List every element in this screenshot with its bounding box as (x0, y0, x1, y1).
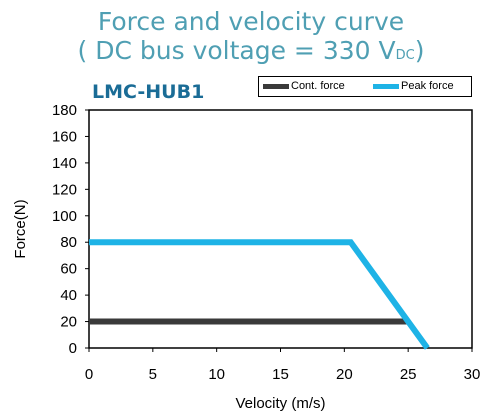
legend-item-cont-force: Cont. force (263, 80, 345, 92)
legend-item-peak-force: Peak force (373, 80, 454, 92)
chart-title: Force and velocity curve (97, 7, 405, 36)
subtitle-suffix: ) (414, 36, 425, 65)
x-axis-label: Velocity (m/s) (235, 395, 325, 412)
y-tick-label: 0 (69, 340, 77, 357)
y-tick-label: 60 (60, 261, 77, 278)
series-line-peak-force (89, 239, 430, 350)
x-tick-label: 30 (464, 366, 481, 383)
legend-swatch-cont-force (263, 83, 289, 89)
legend: Cont. force Peak force (258, 76, 472, 97)
x-tick-label: 15 (272, 366, 289, 383)
x-tick-label: 20 (336, 366, 353, 383)
y-axis-label: Force(N) (12, 199, 29, 258)
y-tick-label: 140 (52, 155, 77, 172)
subtitle-prefix: ( DC bus voltage = 330 V (77, 36, 396, 65)
y-tick-label: 180 (52, 102, 77, 119)
x-tick-label: 0 (85, 366, 93, 383)
x-tick-label: 10 (208, 366, 225, 383)
y-tick-label: 160 (52, 128, 77, 145)
legend-label-peak-force: Peak force (401, 80, 454, 92)
y-tick-label: 40 (60, 287, 77, 304)
legend-swatch-peak-force (373, 83, 399, 89)
plot-frame (88, 109, 473, 349)
y-tick-label: 20 (60, 314, 77, 331)
x-tick-label: 25 (400, 366, 417, 383)
y-tick-label: 120 (52, 181, 77, 198)
x-tick-label: 5 (149, 366, 157, 383)
y-tick-label: 80 (60, 234, 77, 251)
legend-label-cont-force: Cont. force (291, 80, 345, 92)
subtitle-subscript: DC (395, 48, 415, 63)
y-tick-label: 100 (52, 208, 77, 225)
chart-subtitle: ( DC bus voltage = 330 VDC) (0, 36, 502, 65)
model-label: LMC-HUB1 (92, 81, 205, 103)
